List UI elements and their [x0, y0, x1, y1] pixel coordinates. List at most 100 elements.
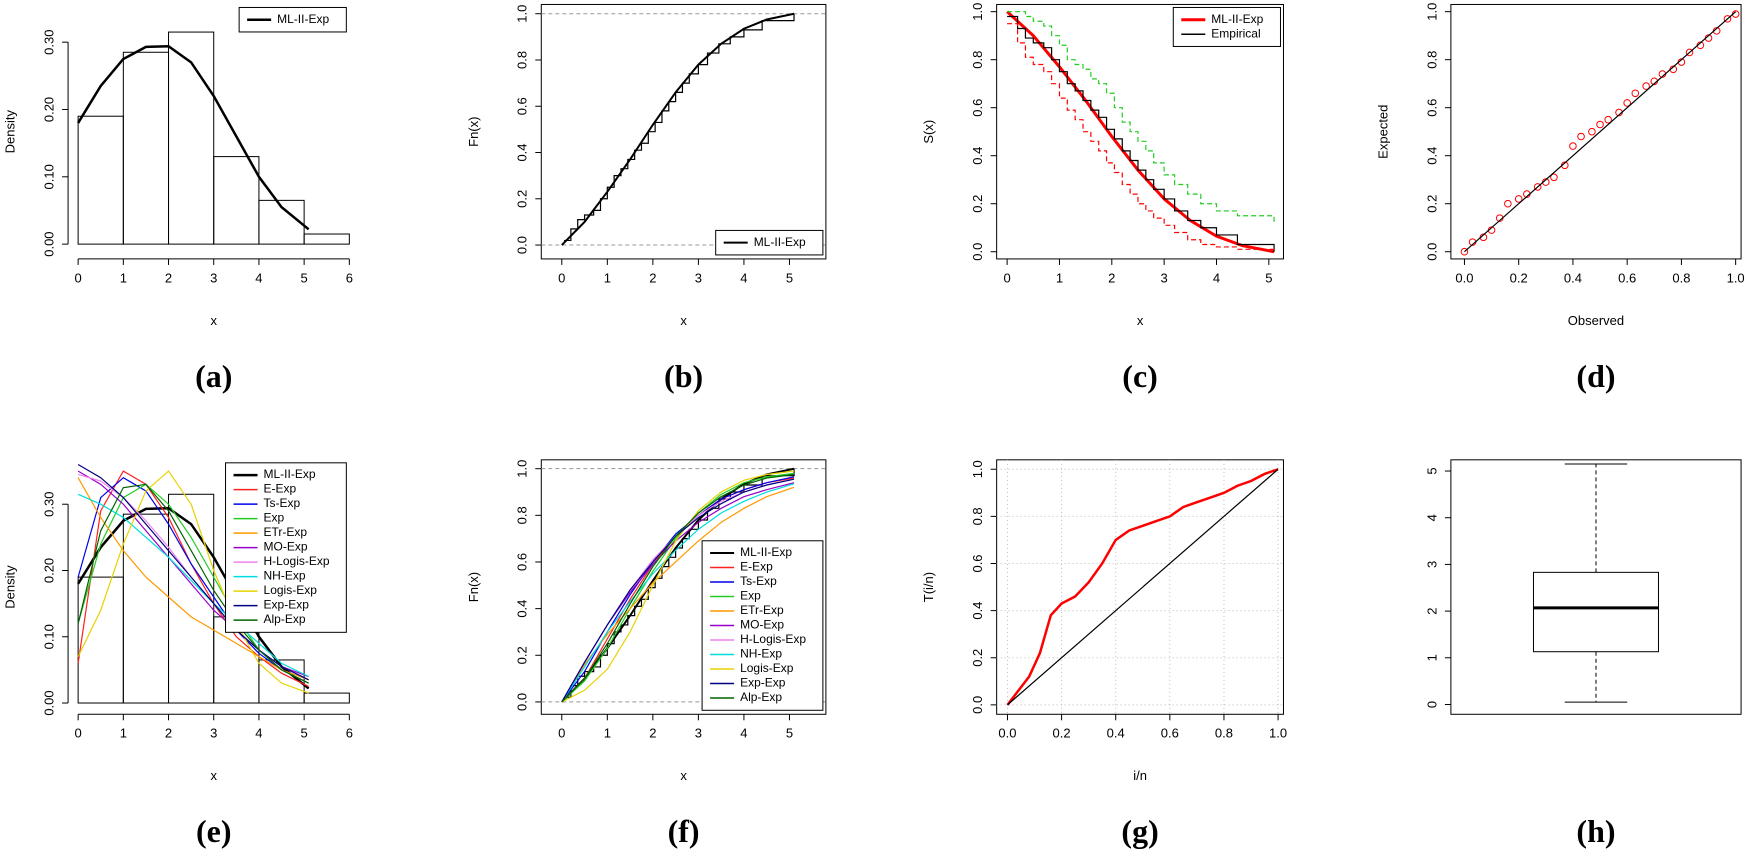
x-tick-label: 1 [604, 270, 611, 285]
y-tick-label: 4 [1424, 514, 1439, 521]
plot-frame [540, 3, 827, 260]
x-tick-label: 3 [695, 270, 702, 285]
x-axis-title: x [680, 768, 687, 783]
x-tick-label: 0.4 [1564, 270, 1582, 285]
x-tick-label: 4 [740, 726, 747, 741]
legend-label: ETr-Exp [264, 525, 308, 539]
y-tick-label: 0.0 [970, 696, 985, 714]
x-tick-label: 0.6 [1161, 726, 1179, 741]
x-axis-title: i/n [1133, 768, 1147, 783]
y-tick-label: 0.4 [515, 143, 530, 161]
legend-label: ML-II-Exp [264, 467, 316, 481]
point [1723, 15, 1732, 23]
x-tick-label: 2 [649, 726, 656, 741]
point [1631, 89, 1640, 98]
x-tick-label: 5 [1265, 270, 1272, 285]
y-tick-label: 0.8 [515, 51, 530, 69]
y-tick-label: 0.0 [1424, 243, 1439, 261]
x-tick-label: 0.8 [1215, 726, 1233, 741]
legend-frame [1172, 6, 1281, 47]
x-tick-label: 0 [75, 726, 82, 741]
y-tick-label: 0.0 [515, 236, 530, 254]
y-tick-label: 0.4 [970, 147, 985, 165]
line [77, 463, 309, 681]
line [561, 472, 795, 703]
plot-frame [1450, 3, 1742, 260]
x-tick-label: 1 [120, 270, 127, 285]
x-tick-label: 0.8 [1672, 270, 1690, 285]
legend-label: E-Exp [740, 560, 773, 574]
line [561, 473, 795, 703]
x-tick-label: 1 [1056, 270, 1063, 285]
x-tick-label: 3 [210, 726, 217, 741]
point [1577, 132, 1585, 141]
panel: (b) 0.0 0.2 0.4 0.6 0.8 1.0 0 1 2 3 4 5 x Fn(x) ML-II-E… [466, 3, 827, 394]
x-tick-label: 1 [604, 726, 611, 741]
x-axis-title: x [210, 768, 217, 783]
y-tick-label: 0.6 [970, 99, 985, 117]
panel: (h) 0 1 2 3 4 5 [1424, 459, 1742, 849]
y-axis-title: S(x) [921, 120, 936, 144]
panel: (d) 0.0 0.2 0.4 0.6 0.8 1.0 0.0 0.2 0.4 0.6 0.8 1.0 O… [1375, 3, 1744, 394]
plot-frame [1450, 459, 1742, 715]
legend: ML-II-ExpE-ExpTs-ExpExpETr-ExpMO-ExpH-Lo… [701, 540, 824, 711]
x-axis-title: x [680, 313, 687, 328]
x-tick-label: 2 [1108, 270, 1115, 285]
y-tick-label: 0.4 [1424, 147, 1439, 165]
y-tick-label: 0.6 [515, 97, 530, 115]
legend-label: Alp-Exp [264, 612, 306, 626]
line [77, 476, 309, 684]
y-tick-label: 0.4 [970, 602, 985, 620]
line [1464, 11, 1737, 253]
legend-frame [715, 229, 824, 256]
bar [213, 156, 260, 245]
x-tick-label: 4 [255, 726, 262, 741]
plot-frame [540, 459, 827, 715]
y-tick-label: 0.2 [970, 195, 985, 213]
point [1460, 247, 1469, 256]
x-axis-title: x [1137, 313, 1144, 328]
x-tick-label: 0 [558, 726, 565, 741]
x-tick-label: 0 [75, 270, 82, 285]
y-axis-title: T(i/n) [921, 572, 936, 602]
legend-label: NH-Exp [264, 569, 306, 583]
caption: (d) [1576, 358, 1615, 394]
point [1642, 82, 1650, 90]
legend-label: ML-II-Exp [277, 12, 329, 26]
legend-label: Empirical [1211, 26, 1260, 40]
legend-label: Exp-Exp [740, 676, 786, 690]
legend-label: ML-II-Exp [1211, 12, 1263, 26]
x-tick-label: 1.0 [1269, 726, 1287, 741]
x-tick-label: 4 [740, 270, 747, 285]
x-tick-label: 0.0 [998, 726, 1016, 741]
point [1623, 99, 1631, 107]
legend-label: ETr-Exp [740, 603, 784, 617]
x-tick-label: 0 [558, 270, 565, 285]
line [564, 13, 795, 242]
y-tick-label: 0.2 [515, 646, 530, 664]
x-tick-label: 0.2 [1053, 726, 1071, 741]
line [561, 483, 795, 703]
y-tick-label: 0.20 [42, 97, 57, 122]
y-tick-label: 2 [1424, 607, 1439, 614]
legend-label: Alp-Exp [740, 690, 782, 704]
bar [77, 115, 124, 245]
y-tick-label: 1.0 [1424, 3, 1439, 21]
x-tick-label: 4 [1213, 270, 1220, 285]
caption: (a) [195, 358, 232, 394]
x-tick-label: 1.0 [1727, 270, 1745, 285]
bar [258, 199, 305, 245]
x-tick-label: 6 [346, 726, 353, 741]
y-tick-label: 1.0 [515, 460, 530, 478]
line [561, 12, 795, 246]
x-tick-label: 5 [301, 726, 308, 741]
line [77, 506, 310, 690]
y-tick-label: 0 [1424, 701, 1439, 708]
legend-label: H-Logis-Exp [740, 632, 806, 646]
bar [122, 51, 170, 245]
y-tick-label: 0.2 [515, 190, 530, 208]
y-tick-label: 0.8 [970, 51, 985, 69]
legend-label: Logis-Exp [740, 661, 794, 675]
y-axis-title: Fn(x) [466, 572, 481, 602]
